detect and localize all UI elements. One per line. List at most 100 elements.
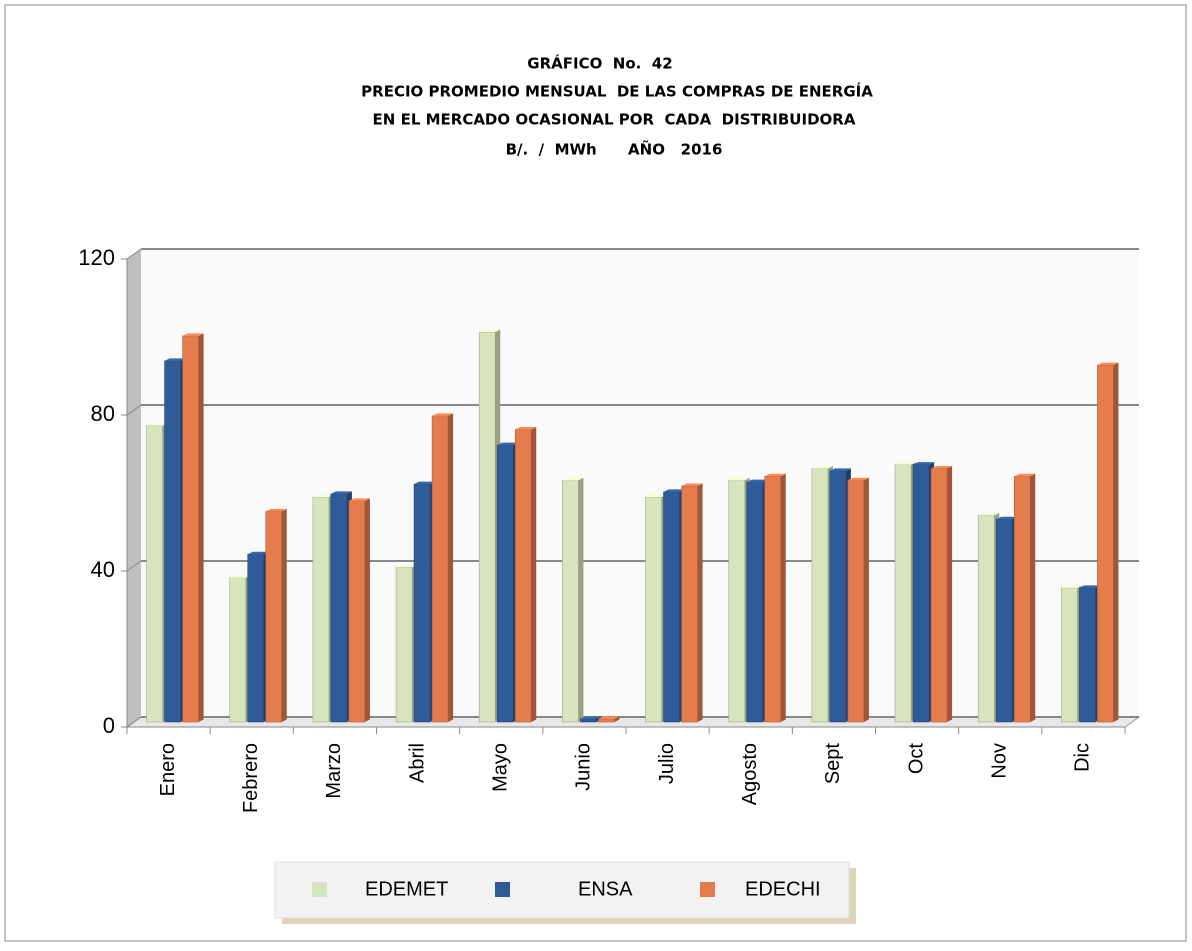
bar-side [863,477,869,722]
bar-top [746,479,768,483]
bar-top [681,483,703,487]
bar [395,566,413,723]
bar [728,479,746,723]
chart-title: GRÁFICO No. 42 [527,54,672,73]
bar [894,464,912,723]
bar [764,475,782,723]
bar [1079,587,1096,723]
legend-label: ENSA [578,878,633,900]
bar [265,511,283,723]
x-tick-label: Marzo [323,743,345,799]
bar [912,464,930,723]
bar-top [764,473,786,477]
bar-top [348,498,370,501]
bar [164,360,181,723]
x-tick-label: Sept [822,743,844,785]
bar-side [578,477,584,722]
bar-top [811,466,833,469]
grid-line [126,248,142,260]
bar [746,481,764,723]
x-tick-label: Febrero [240,743,262,813]
bar [977,514,995,723]
legend-label: EDECHI [745,878,821,900]
bar-top [728,477,750,481]
bar [146,425,163,723]
bar [930,468,948,723]
bar-top [562,477,584,481]
bar-top [931,466,953,469]
chart-title: PRECIO PROMEDIO MENSUAL DE LAS COMPRAS D… [361,82,873,101]
bar [645,496,662,723]
bar [562,479,579,723]
x-tick-label: Abril [406,743,428,783]
bar-side [531,427,537,722]
bar-top [182,333,204,336]
x-tick-label: Enero [157,743,179,796]
bar-top [978,512,1000,516]
bar-top [598,716,620,719]
bar [229,577,247,723]
bar [247,553,265,723]
bar-side [281,508,287,722]
bar-top [645,494,667,497]
bar [663,491,680,723]
side-wall [127,249,141,727]
bar-top [432,413,454,416]
y-tick-label: 120 [78,245,115,270]
bar-side [1030,473,1036,722]
x-tick-label: Mayo [490,743,512,792]
bar [829,470,847,723]
bar-top [265,508,287,512]
bar-side [614,716,620,722]
grid-line [126,716,142,728]
bar-side [780,473,786,722]
y-tick-label: 40 [91,557,115,582]
bar [348,500,366,723]
legend-label: EDEMET [365,878,448,900]
chart-title: B/. / MWh AÑO 2016 [506,140,723,159]
bar-top [515,427,537,430]
bar [514,429,532,723]
bar-side [947,466,953,722]
bar-top [479,329,501,332]
bar [847,479,865,723]
bar [431,415,449,723]
x-tick-label: Dic [1072,743,1094,772]
bar-top [247,551,269,555]
bar-top [396,564,418,568]
bar-side [1113,362,1119,722]
x-tick-label: Oct [905,743,927,775]
legend-swatch [700,882,715,897]
bar [598,718,615,723]
x-tick-label: Junio [573,743,595,791]
y-tick-label: 0 [103,713,115,738]
bar-top [414,481,436,485]
legend-box [274,861,850,919]
bar-top [829,468,851,471]
legend-swatch [312,882,327,897]
bar-top [1014,473,1036,477]
y-tick-label: 80 [91,401,115,426]
bar-side [448,413,454,722]
grid-line [126,404,142,416]
bar-side [697,483,703,722]
bar-side [364,498,370,722]
bar-top [497,442,519,446]
bar-top [229,575,251,578]
x-tick-label: Nov [989,743,1011,779]
bar-top [1097,362,1119,366]
bar-top [146,423,168,426]
bar-side [198,333,204,722]
bar-top [996,516,1018,520]
bar-top [164,358,186,361]
bar [413,483,431,723]
bar-top [895,462,917,465]
bar [580,718,597,723]
bar [1097,364,1114,723]
bar [496,444,514,723]
bar [1013,475,1031,723]
bar-top [663,489,685,492]
bar-top [312,494,334,497]
back-wall [141,249,1139,717]
